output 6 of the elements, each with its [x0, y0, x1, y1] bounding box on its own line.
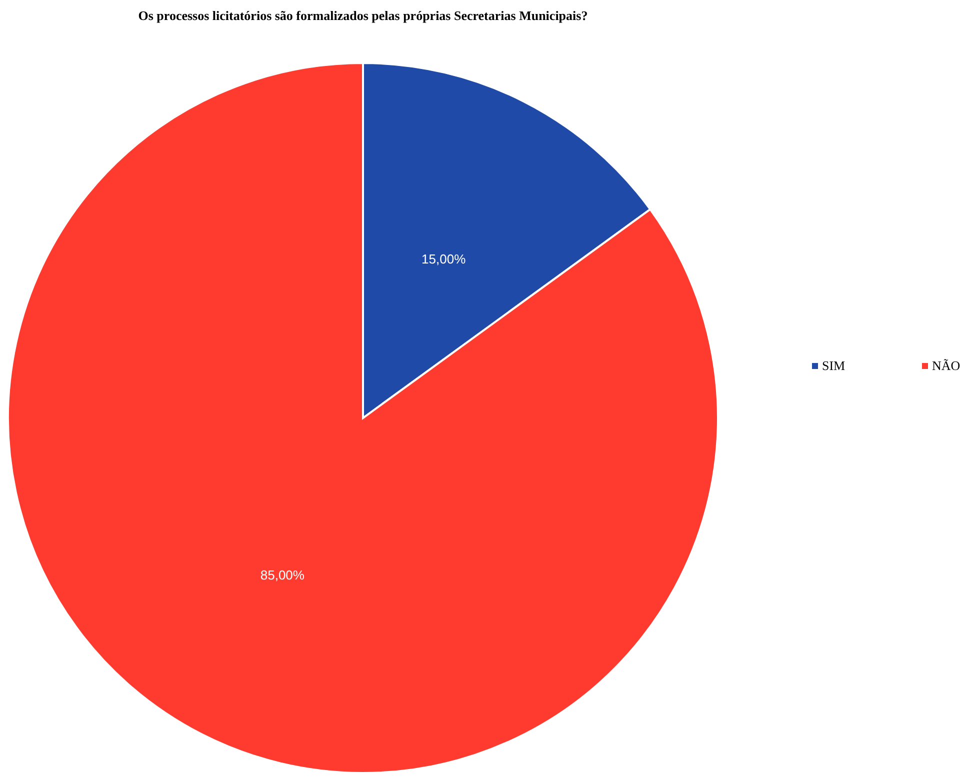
legend-label: SIM [822, 358, 846, 373]
pie-slice [7, 62, 719, 774]
data-label: 15,00% [422, 251, 466, 266]
legend-label: NÃO [932, 358, 960, 373]
chart-title: Os processos licitatórios são formalizados pelas próprias Secretarias Municipais? [138, 8, 588, 23]
data-label: 85,00% [260, 568, 305, 583]
